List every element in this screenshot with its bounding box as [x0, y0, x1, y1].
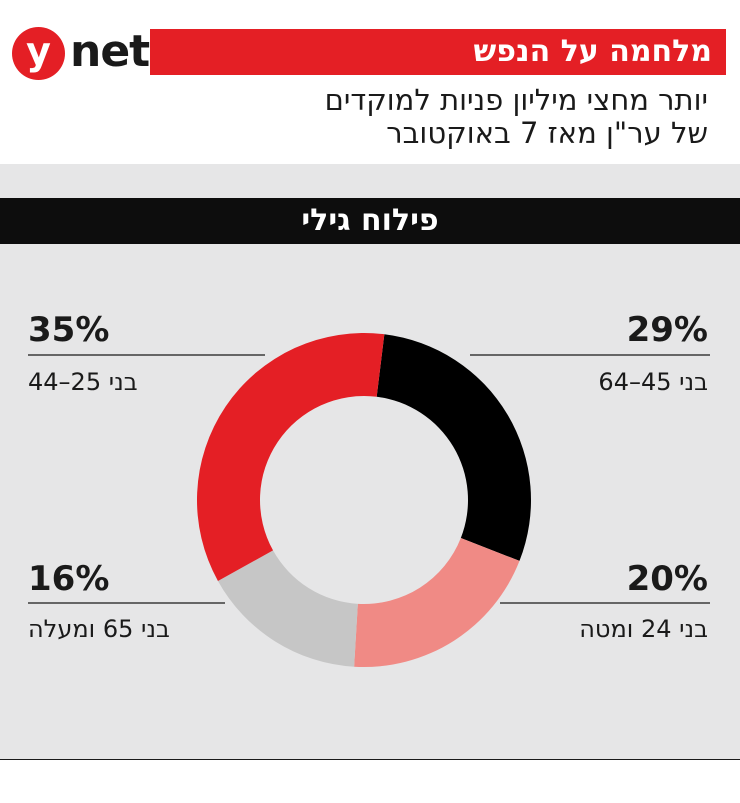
bottom-rule	[0, 759, 740, 760]
series-title-bar: מלחמה על הנפש	[150, 29, 726, 75]
donut-slices	[196, 332, 532, 667]
ynet-logo-word: net	[70, 26, 150, 77]
series-title: מלחמה על הנפש	[473, 34, 713, 69]
ynet-logo-mark: y	[12, 27, 65, 80]
section-title-bar: פילוח גילי	[0, 198, 740, 244]
slice-pct-label: 29%	[626, 310, 708, 350]
subtitle-line-1: יותר מחצי מיליון פניות למוקדים	[324, 83, 708, 117]
section-title: פילוח גילי	[301, 203, 439, 238]
donut-slice	[196, 332, 385, 581]
header: y net מלחמה על הנפש יותר מחצי מיליון פני…	[0, 0, 740, 160]
slice-pct-label: 20%	[626, 559, 708, 599]
slice-pct-label: 35%	[28, 310, 110, 350]
donut-slice	[376, 334, 532, 561]
leader-lines	[28, 354, 710, 604]
slice-category-label: בני 65 ומעלה	[28, 615, 170, 643]
slice-pct-label: 16%	[28, 559, 110, 599]
donut-slice	[217, 550, 358, 667]
subtitle: יותר מחצי מיליון פניות למוקדים של ער"ן מ…	[108, 84, 708, 150]
subtitle-line-2: של ער"ן מאז 7 באוקטובר	[386, 116, 708, 150]
slice-category-label: בני 45–64	[598, 368, 708, 396]
slice-category-label: בני 25–44	[28, 368, 138, 396]
donut-slice	[354, 537, 520, 667]
slice-category-label: בני 24 ומטה	[579, 615, 708, 643]
